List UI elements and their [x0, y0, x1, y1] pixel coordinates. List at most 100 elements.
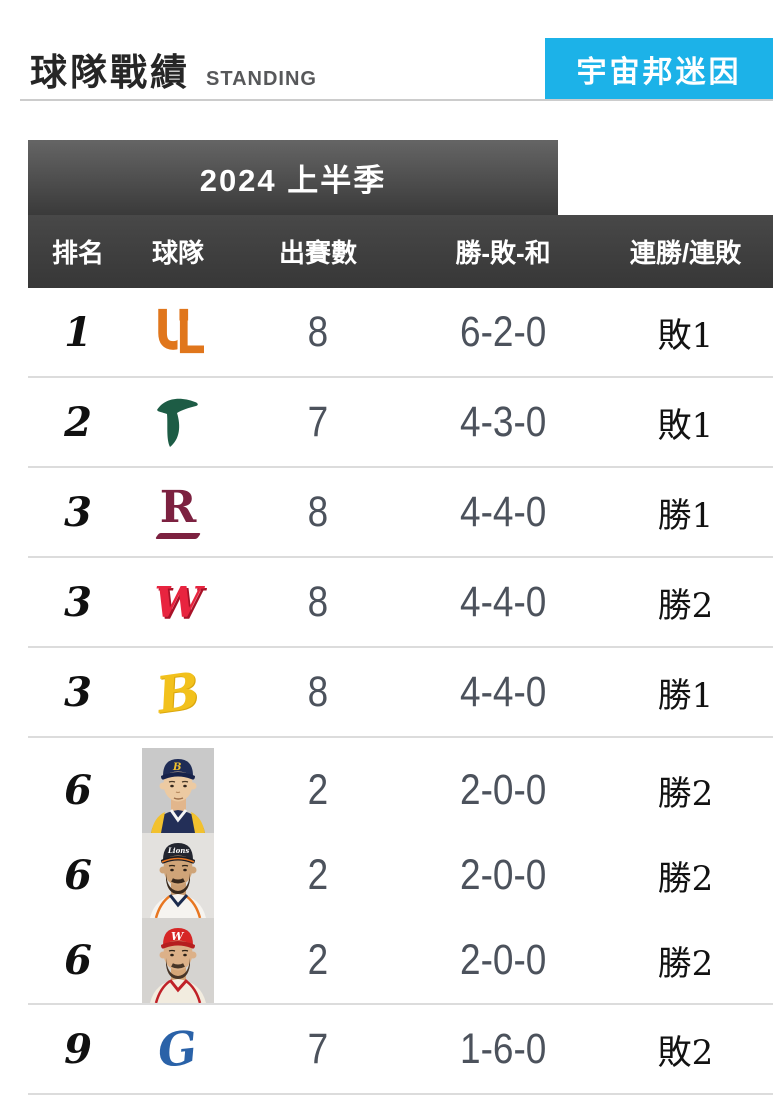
streak-value: 勝2 [657, 859, 714, 899]
wlt-cell: 6-2-0 [408, 308, 598, 357]
player-photo-red-cap: W [142, 918, 214, 1003]
games-value: 8 [307, 487, 329, 536]
wlt-cell: 4-3-0 [408, 398, 598, 447]
rank-value: 6 [64, 767, 92, 814]
streak-value: 勝1 [657, 675, 714, 716]
wlt-cell: 4-4-0 [408, 578, 598, 627]
player-photo-navy-cap: B [142, 748, 214, 833]
rank-value: 1 [64, 308, 92, 356]
games-value: 8 [307, 307, 329, 356]
team-cell: W [128, 578, 228, 627]
rank-value: 2 [64, 398, 92, 446]
col-header-rank: 排名 [51, 238, 104, 268]
streak-value: 敗1 [657, 405, 714, 446]
col-header-streak: 連勝/連敗 [629, 238, 742, 268]
wlt-cell: 4-4-0 [408, 488, 598, 537]
wlt-cell: 1-6-0 [408, 1025, 598, 1074]
rank-value: 6 [64, 852, 92, 899]
rakuten-logo-underline [154, 532, 202, 539]
wlt-value: 4-4-0 [459, 667, 547, 716]
games-cell: 8 [228, 488, 408, 537]
table-row: 3 R 8 4-4-0 勝1 [28, 468, 773, 558]
col-header-wlt: 勝-敗-和 [455, 238, 551, 268]
cap-logo-letter: W [171, 930, 185, 943]
meme-button[interactable]: 宇宙邦迷因 [545, 38, 773, 100]
table-row: 9 G 7 1-6-0 敗2 [28, 1005, 773, 1095]
team-cell: Lions [128, 833, 228, 918]
team-cell: R [128, 481, 228, 539]
streak-value: 勝1 [657, 495, 714, 536]
table-row: 2 7 4-3-0 敗1 [28, 378, 773, 468]
games-value: 2 [307, 936, 329, 984]
wlt-cell: 2-0-0 [408, 851, 598, 900]
games-value: 7 [307, 397, 329, 446]
team-cell: B [128, 659, 228, 725]
wlt-value: 4-4-0 [459, 577, 547, 626]
rank-value: 9 [64, 1025, 92, 1073]
streak-value: 敗1 [657, 315, 714, 356]
tab-label: 2024 上半季 [199, 163, 387, 198]
title-group: 球隊戰績 STANDING [30, 42, 317, 96]
col-header-team: 球隊 [151, 238, 204, 268]
streak-value: 勝2 [657, 774, 714, 814]
team-cell [128, 395, 228, 449]
team-cell: G [128, 1020, 228, 1078]
games-cell: 8 [228, 668, 408, 717]
games-value: 7 [307, 1024, 329, 1073]
uni-lions-logo [158, 308, 204, 356]
games-cell: 8 [228, 308, 408, 357]
streak-value: 敗2 [657, 1032, 714, 1073]
games-value: 8 [307, 577, 329, 626]
rakuten-logo-letter: R [159, 481, 197, 533]
col-header-games: 出賽數 [278, 238, 357, 268]
page-subtitle: STANDING [206, 68, 317, 90]
games-value: 8 [307, 667, 329, 716]
games-cell: 7 [228, 1025, 408, 1074]
games-value: 2 [307, 766, 329, 814]
table-row: 6 Lions [28, 833, 773, 918]
games-cell: 2 [228, 851, 408, 900]
fubon-guardians-logo: G [155, 1020, 201, 1078]
header-divider [20, 99, 773, 101]
standings-table: 1 8 6-2-0 敗1 2 7 4-3-0 敗1 3 R [28, 288, 773, 1095]
rank-value: 3 [64, 578, 92, 626]
page-title: 球隊戰績 [30, 52, 190, 93]
wlt-value: 4-3-0 [459, 397, 547, 446]
cap-logo-letter: B [172, 762, 181, 773]
cap-logo-text: Lions [167, 846, 189, 855]
games-cell: 2 [228, 936, 408, 985]
table-row: 3 W 8 4-4-0 勝2 [28, 558, 773, 648]
rank-value: 6 [64, 937, 92, 984]
rank-value: 3 [64, 668, 92, 716]
games-value: 2 [307, 851, 329, 899]
games-cell: 7 [228, 398, 408, 447]
wlt-value: 6-2-0 [459, 307, 547, 356]
team-cell [128, 306, 228, 358]
table-row: 6 W 2 2 [28, 918, 773, 1005]
ctbc-brothers-logo: B [152, 659, 204, 725]
weichuan-dragons-logo: W [154, 577, 202, 627]
table-row: 6 B 2 2 [28, 748, 773, 833]
rows-gap [28, 738, 773, 748]
rakuten-monkeys-logo: R [154, 481, 202, 539]
wlt-value: 4-4-0 [459, 487, 547, 536]
player-photo-lions-cap: Lions [142, 833, 214, 918]
page-header: 球隊戰績 STANDING 宇宙邦迷因 [0, 0, 773, 101]
tsg-hawks-logo [157, 398, 198, 447]
team-cell: B [128, 748, 228, 833]
wlt-value: 2-0-0 [459, 766, 547, 814]
team-cell: W [128, 918, 228, 1003]
table-row: 3 B 8 4-4-0 勝1 [28, 648, 773, 738]
table-header-row: 排名 球隊 出賽數 勝-敗-和 連勝/連敗 [28, 215, 773, 288]
wlt-cell: 2-0-0 [408, 766, 598, 815]
games-cell: 8 [228, 578, 408, 627]
tab-season-2024-first-half[interactable]: 2024 上半季 [28, 140, 558, 215]
rank-value: 3 [64, 488, 92, 536]
streak-value: 勝2 [657, 944, 714, 984]
games-cell: 2 [228, 766, 408, 815]
wlt-value: 1-6-0 [459, 1024, 547, 1073]
wlt-value: 2-0-0 [459, 936, 547, 984]
wlt-cell: 2-0-0 [408, 936, 598, 985]
wlt-cell: 4-4-0 [408, 668, 598, 717]
streak-value: 勝2 [657, 585, 714, 626]
